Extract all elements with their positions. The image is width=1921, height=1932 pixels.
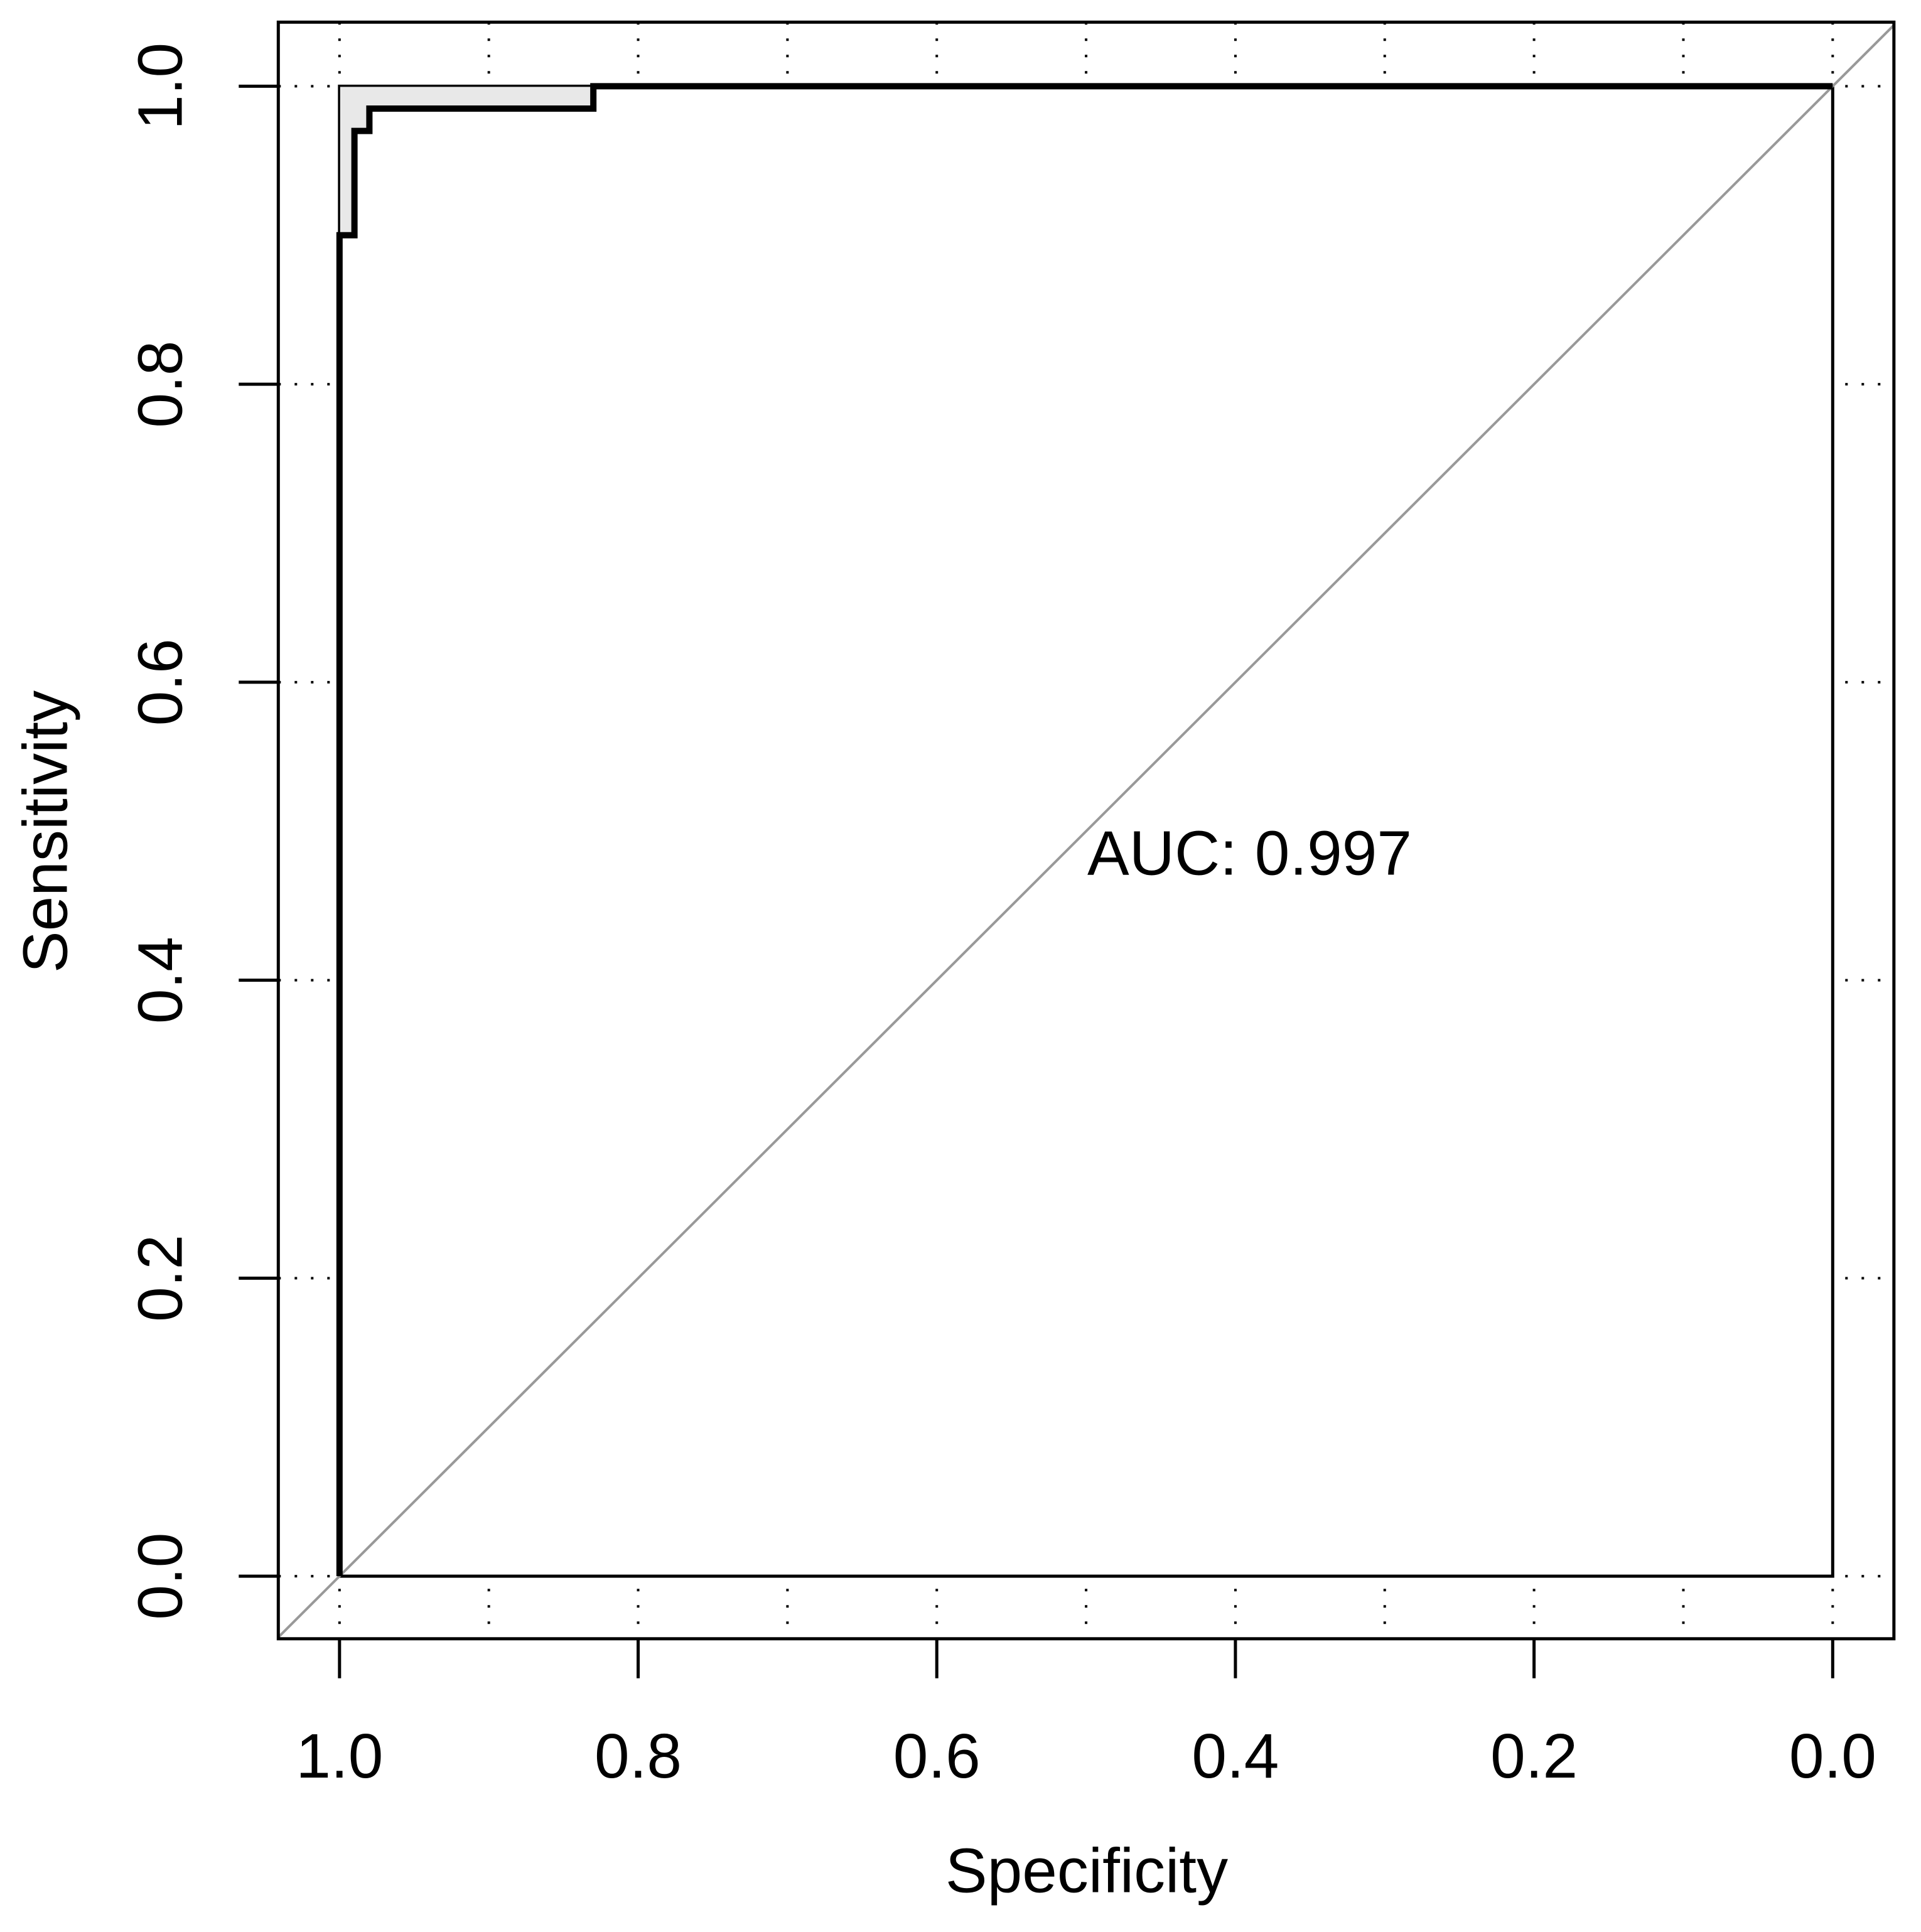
y-tick-label: 1.0 — [126, 43, 196, 130]
x-tick-label: 0.8 — [595, 1721, 682, 1791]
x-tick-label: 0.6 — [893, 1721, 981, 1791]
x-tick-label: 0.0 — [1789, 1721, 1876, 1791]
y-tick-label: 0.8 — [126, 341, 196, 428]
plot-frame — [276, 20, 1896, 1641]
x-tick-label: 0.2 — [1490, 1721, 1578, 1791]
annotation: AUC: 0.997 — [1087, 818, 1412, 889]
reference-line — [277, 24, 1895, 1638]
x-tick-label: 1.0 — [296, 1721, 383, 1791]
y-tick-label: 0.4 — [126, 936, 196, 1024]
x-axis-title: Specificity — [945, 1835, 1228, 1906]
y-tick-label: 0.6 — [126, 638, 196, 726]
y-tick-label: 0.2 — [126, 1235, 196, 1322]
x-tick-label: 0.4 — [1192, 1721, 1279, 1791]
y-tick-label: 0.0 — [126, 1533, 196, 1620]
y-axis-title: Sensitivity — [10, 690, 80, 973]
roc-curve — [336, 83, 1833, 1577]
